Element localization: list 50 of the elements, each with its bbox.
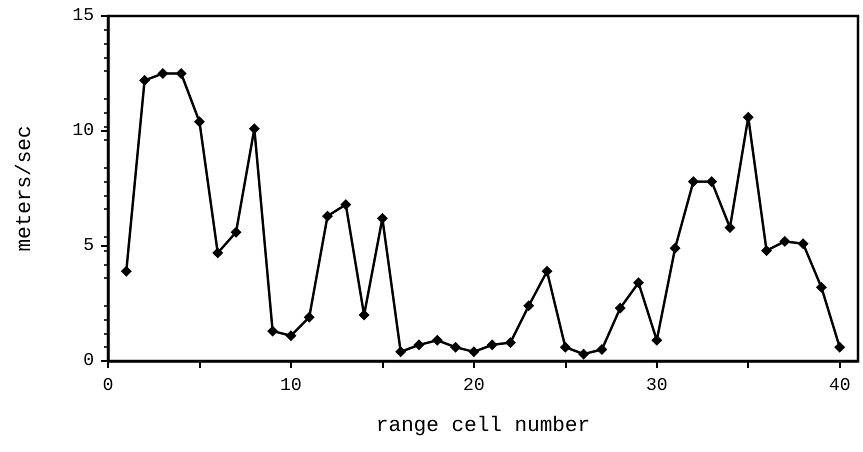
point (230, 226, 242, 238)
point (358, 310, 370, 320)
point (194, 116, 205, 128)
point (670, 242, 681, 254)
point (596, 344, 608, 355)
x-tick-label: 10 (280, 376, 302, 396)
point (523, 300, 534, 312)
point (176, 68, 187, 79)
point (413, 339, 424, 350)
point (834, 342, 846, 353)
point (486, 339, 498, 350)
point (432, 334, 443, 346)
point (120, 266, 132, 277)
point (285, 330, 296, 342)
point (614, 302, 626, 314)
point (267, 326, 278, 337)
point (504, 337, 516, 348)
point (157, 68, 168, 79)
point (706, 176, 718, 188)
point (340, 199, 352, 210)
point (816, 282, 827, 293)
y-tick-label: 0 (83, 351, 94, 371)
x-tick-label: 40 (828, 376, 851, 396)
y-tick-label: 5 (83, 236, 94, 256)
point (761, 245, 772, 256)
point (139, 74, 150, 86)
point (322, 210, 334, 222)
point (798, 238, 809, 250)
point (651, 334, 662, 346)
point (212, 247, 224, 258)
x-tick-label: 30 (646, 376, 668, 396)
x-axis-title: range cell number (376, 415, 590, 438)
x-tick-label: 0 (102, 376, 114, 396)
point (724, 222, 736, 234)
point (248, 123, 260, 134)
x-tick-label: 20 (463, 376, 485, 396)
point (468, 346, 480, 358)
point (304, 312, 315, 323)
point (578, 348, 590, 360)
y-tick-label: 10 (72, 121, 94, 141)
point (542, 266, 553, 277)
y-axis-title: meters/sec (14, 125, 37, 252)
point (688, 176, 699, 188)
point (779, 236, 790, 247)
point (395, 346, 406, 358)
point (376, 212, 388, 224)
point (560, 342, 571, 353)
y-tick-label: 15 (72, 6, 94, 26)
point (450, 342, 462, 353)
point (632, 277, 644, 288)
